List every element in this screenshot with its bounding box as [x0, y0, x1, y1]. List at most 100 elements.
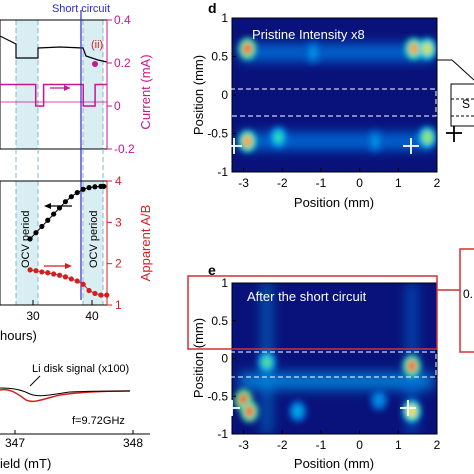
heatmap-e-xlabel: Position (mm): [294, 456, 374, 471]
heatmap-e-ytick-label: -1: [217, 427, 228, 441]
ratio-point: [86, 185, 92, 191]
ratio-point: [68, 276, 74, 282]
ratio-xtick: 40: [85, 309, 99, 323]
heatmap-e-xtick-label: -3: [238, 438, 249, 452]
ratio-point: [51, 271, 57, 277]
ratio-point: [98, 292, 104, 298]
heatmap-e-xaxis: -3 -2 -1 0 1 2: [238, 430, 441, 452]
heatmap-d-hotspot: [370, 135, 380, 148]
ratio-arrow-red: [44, 263, 72, 269]
heatmap-d-xlabel: Position (mm): [294, 195, 374, 210]
heatmap-e-hotspot: [293, 405, 303, 418]
heatmap-d-title: Pristine Intensity x8: [252, 27, 365, 42]
ratio-point: [74, 189, 80, 196]
ratio-point: [62, 199, 69, 205]
heatmap-d-band: [239, 44, 434, 61]
heatmap-d-xaxis: -3 -2 -1 0 1 2: [238, 168, 441, 190]
ratio-point: [92, 290, 98, 297]
ratio-point: [27, 267, 33, 273]
heatmap-d-hotspot: [409, 42, 419, 55]
panel-e-letter: e: [208, 262, 216, 278]
ratio-xlabel: hours): [0, 328, 37, 343]
heatmap-e-hotspot: [374, 394, 384, 407]
ratio-point: [101, 183, 107, 189]
heatmap-d-xtick-label: 0: [356, 176, 363, 190]
heatmap-d-yaxis: 1 0.5 0 -0.5 -1: [207, 11, 236, 179]
esr-xtick: 347: [5, 436, 25, 450]
heatmap-e-xtick-label: -2: [277, 438, 288, 452]
heatmap-e-title: After the short circuit: [247, 289, 367, 304]
heatmap-d-ytick-label: 0: [221, 88, 228, 102]
esr-panel: Li disk signal (x100) f=9.72GHz 347 348 …: [0, 363, 150, 471]
heatmap-e-ylabel: Position (mm): [191, 318, 206, 398]
heatmap-e-ytick-label: -0.5: [207, 389, 228, 403]
heatmap-d-ytick-label: -1: [217, 165, 228, 179]
current-ytick-label: 0: [114, 99, 121, 113]
heatmap-e-hotspot: [407, 360, 417, 373]
heatmap-d-hotspots: [238, 37, 437, 153]
heatmap-d-bands: [239, 44, 434, 150]
ratio-point: [86, 287, 92, 294]
ratio-points: [27, 183, 110, 298]
ratio-point: [39, 223, 45, 230]
heatmap-e-callout-box: [187, 275, 438, 350]
current-arrow: [50, 85, 70, 91]
panel-e: e After the short circuit 1 0.5 0 -0.5 -1 -3…: [187, 248, 474, 471]
heatmap-d-ytick-label: 0.5: [211, 50, 228, 64]
heatmap-d-ytick-label: 1: [221, 11, 228, 25]
ratio-xtick: 30: [26, 309, 40, 323]
esr-xtick: 348: [123, 436, 143, 450]
panel-d: d Pristine Intensity x8 1 0.5 0 -0.5 -1 -3 -2…: [191, 0, 474, 210]
ratio-point: [74, 278, 80, 284]
ocv-band-2: [83, 20, 103, 149]
heatmap-e-ytick-label: 0: [221, 352, 228, 366]
current-ytick-label: 0.2: [114, 56, 131, 70]
heatmap-e-ytick-label: 0.5: [211, 314, 228, 328]
ratio-yaxis: 4 3 2 1: [106, 174, 122, 312]
ratio-point: [68, 194, 74, 200]
ratio-ytick-label: 3: [115, 215, 122, 229]
heatmap-e-selection: [221, 351, 437, 378]
ratio-point: [80, 281, 86, 287]
heatmap-d-xtick-label: 2: [434, 176, 441, 190]
ocv-label-1: OCV period: [20, 211, 32, 268]
heatmap-e-xtick-label: 0: [356, 438, 363, 452]
crosshair-marker: [400, 400, 416, 416]
ratio-point: [51, 211, 57, 217]
heatmap-e-xtick-label: 1: [395, 438, 402, 452]
crosshair-marker: [224, 400, 240, 416]
ratio-point: [33, 230, 39, 236]
heatmap-d-xtick-label: 1: [395, 176, 402, 190]
ratio-point: [56, 272, 63, 278]
esr-trace-black: [0, 387, 131, 397]
heatmap-d-xtick-label: -2: [277, 176, 288, 190]
legend-arrow: [29, 375, 41, 387]
current-yaxis: 0.4 0.2 0 -0.2: [106, 13, 135, 156]
heatmap-d-hotspot: [273, 131, 283, 144]
ratio-ytick-label: 2: [115, 257, 122, 271]
heatmap-d-hotspot: [422, 42, 432, 55]
heatmap-d-ytick-label: -0.5: [207, 127, 228, 141]
heatmap-d-hotspot: [308, 46, 318, 59]
ratio-point: [27, 236, 33, 242]
ratio-point: [33, 268, 39, 274]
freq-label: f=9.72GHz: [72, 415, 125, 427]
heatmap-d-hotspot: [242, 42, 252, 55]
ii-annotation: (ii): [91, 39, 103, 51]
side-callout-e: [459, 248, 474, 353]
ocv-label-2: OCV period: [88, 211, 100, 268]
heatmap-e-hotspot: [262, 356, 272, 369]
heatmap-e-yaxis: 1 0.5 0 -0.5 -1: [207, 276, 236, 441]
ratio-ytick-label: 1: [115, 298, 122, 312]
heatmap-e-ytick-label: 1: [221, 276, 228, 290]
heatmap-e-xtick-label: 2: [434, 438, 441, 452]
heatmap-d-ylabel: Position (mm): [191, 55, 206, 135]
ratio-point: [45, 270, 51, 276]
heatmap-d-xtick-label: -3: [238, 176, 249, 190]
ratio-point: [45, 217, 51, 223]
side-callout-d-label: S: [462, 97, 470, 111]
short-circuit-label: Short circuit: [52, 3, 110, 15]
current-ylabel: Current (mA): [138, 54, 153, 129]
